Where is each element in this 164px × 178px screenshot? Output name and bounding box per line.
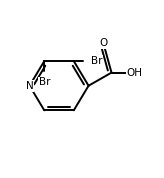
Text: Br: Br bbox=[39, 77, 50, 87]
Text: Br: Br bbox=[91, 56, 102, 66]
Text: N: N bbox=[26, 81, 33, 91]
Text: OH: OH bbox=[126, 68, 143, 78]
Text: O: O bbox=[99, 38, 107, 48]
